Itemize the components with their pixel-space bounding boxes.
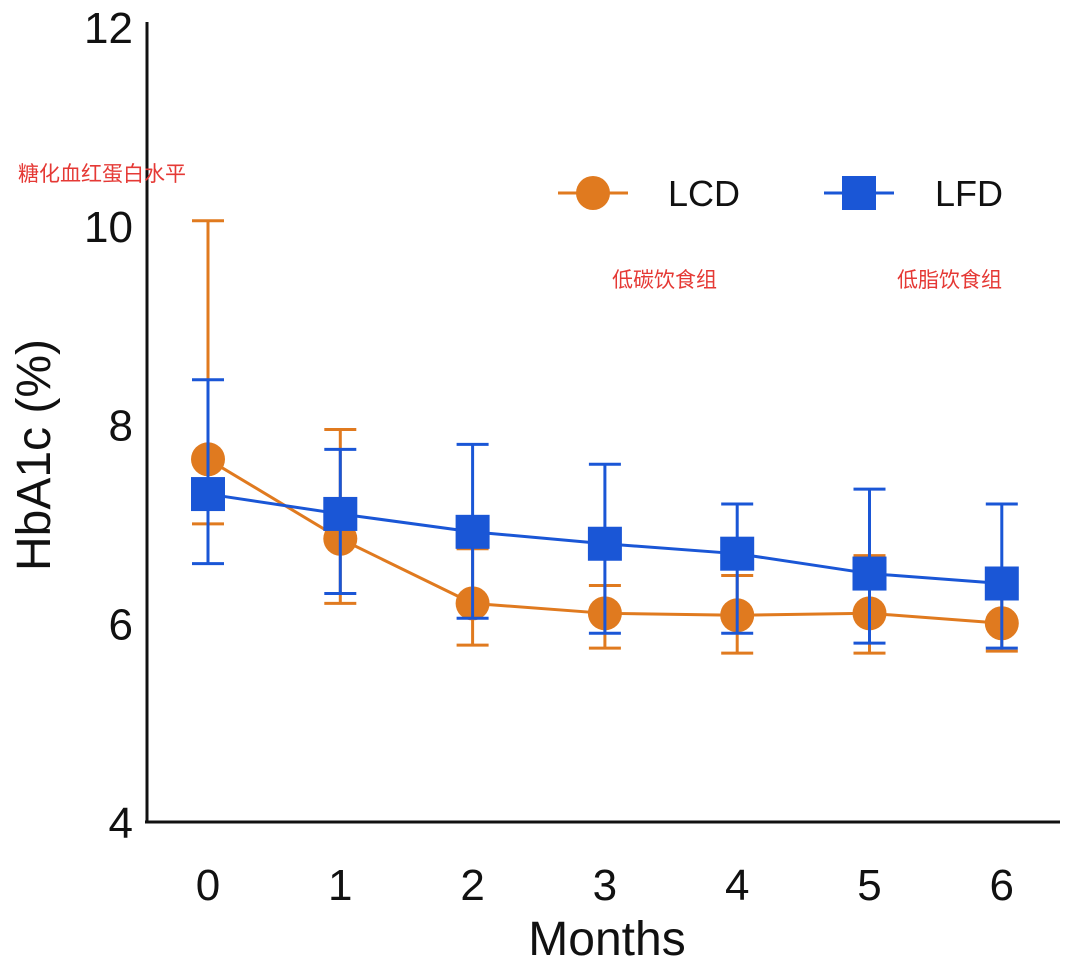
x-tick-label: 6: [990, 861, 1014, 910]
y-tick-label: 4: [109, 799, 133, 848]
data-point-lfd: [455, 514, 490, 549]
x-ticks: 0 1 2 3 4 5 6: [196, 861, 1014, 910]
legend-item-lcd: LCD: [558, 173, 740, 214]
y-tick-label: 12: [84, 4, 133, 53]
x-tick-label: 0: [196, 861, 220, 910]
y-tick-label: 8: [109, 402, 133, 451]
x-tick-label: 4: [725, 861, 749, 910]
annotation-lfd-note: 低脂饮食组: [897, 268, 1002, 292]
series-layer: [191, 219, 1019, 655]
data-point-lfd: [720, 536, 755, 571]
data-point-lfd: [852, 556, 887, 591]
x-tick-label: 3: [593, 861, 617, 910]
axes: [145, 22, 1060, 824]
legend-lcd-marker: [576, 176, 610, 210]
annotation-y-axis-note: 糖化血红蛋白水平: [18, 162, 186, 186]
y-tick-label: 6: [109, 600, 133, 649]
legend-lcd-label: LCD: [668, 173, 740, 214]
x-axis-title: Months: [528, 913, 685, 963]
legend: LCD LFD: [558, 173, 1003, 214]
data-point-lfd: [984, 566, 1019, 601]
y-ticks: 4 6 8 10 12: [84, 4, 133, 848]
y-tick-label: 10: [84, 203, 133, 252]
data-point-lfd: [587, 526, 622, 561]
x-tick-label: 1: [328, 861, 352, 910]
series-lfd: [191, 378, 1019, 650]
legend-lfd-label: LFD: [935, 173, 1003, 214]
data-point-lfd: [323, 496, 358, 531]
x-tick-label: 5: [857, 861, 881, 910]
x-tick-label: 2: [460, 861, 484, 910]
annotation-lcd-note: 低碳饮食组: [612, 268, 717, 292]
data-point-lfd: [191, 477, 225, 512]
legend-item-lfd: LFD: [824, 173, 1003, 214]
legend-lfd-marker: [842, 176, 876, 210]
y-axis-title: HbA1c (%): [8, 339, 61, 571]
